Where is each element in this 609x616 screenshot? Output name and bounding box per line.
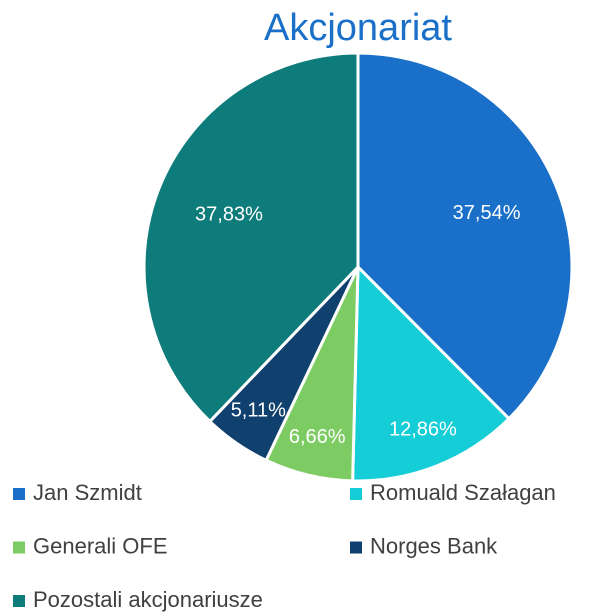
legend-label: Norges Bank [370,533,498,558]
chart-title: Akcjonariat [264,7,452,49]
legend-swatch [13,541,25,554]
legend-swatch [13,595,25,607]
legend-label: Romuald Szałagan [370,480,556,505]
data-label: 37,83% [195,203,263,225]
data-label: 5,11% [231,400,286,422]
legend-swatch [13,488,25,500]
legend-label: Generali OFE [33,533,168,558]
pie-slice [356,51,574,421]
legend-swatch [350,488,362,500]
legend-swatch [350,541,362,554]
data-label: 12,86% [389,418,457,440]
legend-label: Pozostali akcjonariusze [33,587,263,612]
legend-label: Jan Szmidt [33,480,142,505]
data-label: 37,54% [453,202,521,224]
pie-slice [351,263,512,483]
data-label: 6,66% [289,426,346,448]
pie-slice [142,51,360,424]
